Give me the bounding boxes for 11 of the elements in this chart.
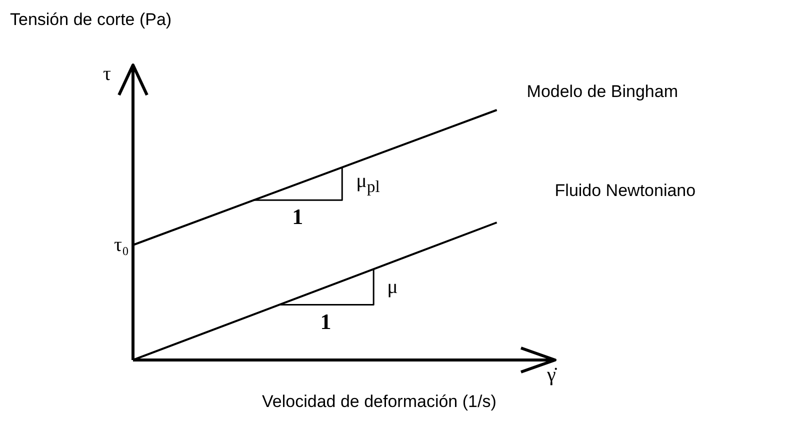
annotation: 1	[292, 204, 304, 230]
x-axis-title: Velocidad de deformación (1/s)	[262, 392, 496, 412]
annotation: τ₀	[114, 234, 130, 256]
annotation: μ	[387, 276, 398, 299]
annotation: μ$_{pl}$	[356, 170, 380, 198]
text: Fluido Newtoniano	[554, 180, 696, 200]
annotation: 1	[320, 309, 332, 335]
series-label: Modelo de Bingham	[526, 82, 678, 102]
text: τ	[103, 63, 112, 86]
y-axis-title: Tensión de corte (Pa)	[10, 10, 172, 30]
text: γ̇	[547, 364, 556, 387]
